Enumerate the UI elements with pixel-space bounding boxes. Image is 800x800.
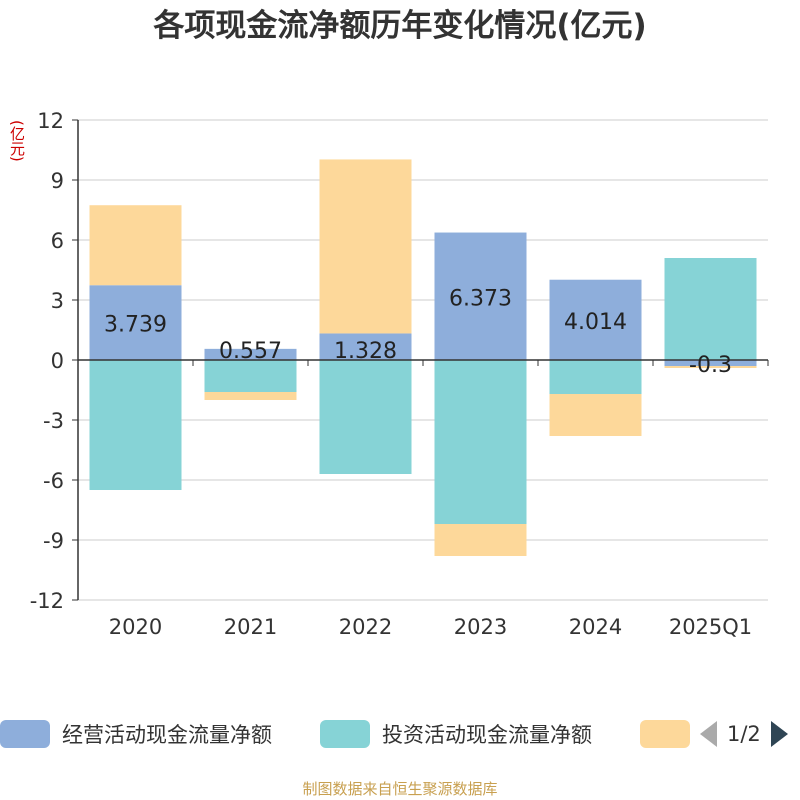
bar-s1-2024 [549, 360, 642, 394]
bar-s0-2025Q1 [664, 360, 757, 366]
data-label-2025Q1: -0.3 [689, 353, 732, 378]
bar-s0-2023 [434, 232, 527, 360]
data-label-2020: 3.739 [104, 313, 167, 338]
x-tick-label-2024: 2024 [569, 615, 622, 639]
data-label-2023: 6.373 [449, 286, 512, 311]
bar-s0-2021 [204, 348, 297, 360]
bar-s1-2025Q1 [664, 258, 757, 360]
chart-plot: -12 -9 -6 -3 0 3 6 9 12 2020 2021 2022 2023 2024 2025Q… [30, 109, 769, 639]
bar-s0-2024 [549, 279, 642, 360]
legend-label-operating: 经营活动现金流量净额 [62, 723, 272, 747]
y-tick-label: 0 [51, 349, 64, 373]
y-tick-label: -12 [30, 589, 64, 613]
y-tick-label: -3 [43, 409, 64, 433]
legend-item-operating[interactable]: 经营活动现金流量净额 [0, 718, 272, 750]
x-tick-label-2020: 2020 [109, 615, 162, 639]
legend-item-investing[interactable]: 投资活动现金流量净额 [320, 718, 592, 750]
legend-next-page-icon[interactable] [770, 721, 788, 747]
legend-swatch-operating [0, 720, 50, 748]
legend-page-indicator: 1/2 [727, 722, 761, 746]
legend: 经营活动现金流量净额 投资活动现金流量净额 1/2 [0, 712, 800, 756]
legend-pager: 1/2 [700, 718, 788, 750]
bar-s2-2020 [89, 205, 182, 286]
legend-swatch-investing [320, 720, 370, 748]
bar-s2-2021 [204, 392, 297, 400]
chart-title: 各项现金流净额历年变化情况(亿元) [153, 8, 647, 44]
y-tick-label: -9 [43, 529, 64, 553]
bar-s0-2020 [89, 285, 182, 360]
y-tick-label: 6 [51, 229, 64, 253]
y-tick-label: -6 [43, 469, 64, 493]
data-label-2022: 1.328 [334, 339, 397, 364]
legend-prev-page-icon[interactable] [700, 721, 717, 747]
bar-s1-2023 [434, 360, 527, 524]
data-label-2024: 4.014 [564, 310, 627, 335]
legend-swatch-financing [640, 720, 690, 748]
bar-s2-2023 [434, 524, 527, 556]
y-axis-unit-label: (亿元) [8, 120, 26, 162]
x-tick-label-2023: 2023 [454, 615, 507, 639]
x-tick-label-2022: 2022 [339, 615, 392, 639]
bar-s1-2020 [89, 360, 182, 490]
bar-s2-2024 [549, 394, 642, 436]
y-tick-label: 9 [51, 169, 64, 193]
data-source-footer: 制图数据来自恒生聚源数据库 [302, 780, 498, 798]
data-label-2021: 0.557 [219, 339, 282, 364]
y-tick-label: 3 [51, 289, 64, 313]
bar-s2-2025Q1 [664, 366, 757, 368]
y-tick-label: 12 [37, 109, 64, 133]
legend-item-financing[interactable] [640, 718, 690, 750]
bar-s0-2022 [319, 333, 412, 360]
legend-label-investing: 投资活动现金流量净额 [382, 723, 592, 747]
x-tick-label-2021: 2021 [224, 615, 277, 639]
bar-s1-2021 [204, 360, 297, 392]
bar-s1-2022 [319, 360, 412, 474]
bar-s2-2022 [319, 159, 412, 334]
x-tick-label-2025Q1: 2025Q1 [669, 615, 752, 639]
